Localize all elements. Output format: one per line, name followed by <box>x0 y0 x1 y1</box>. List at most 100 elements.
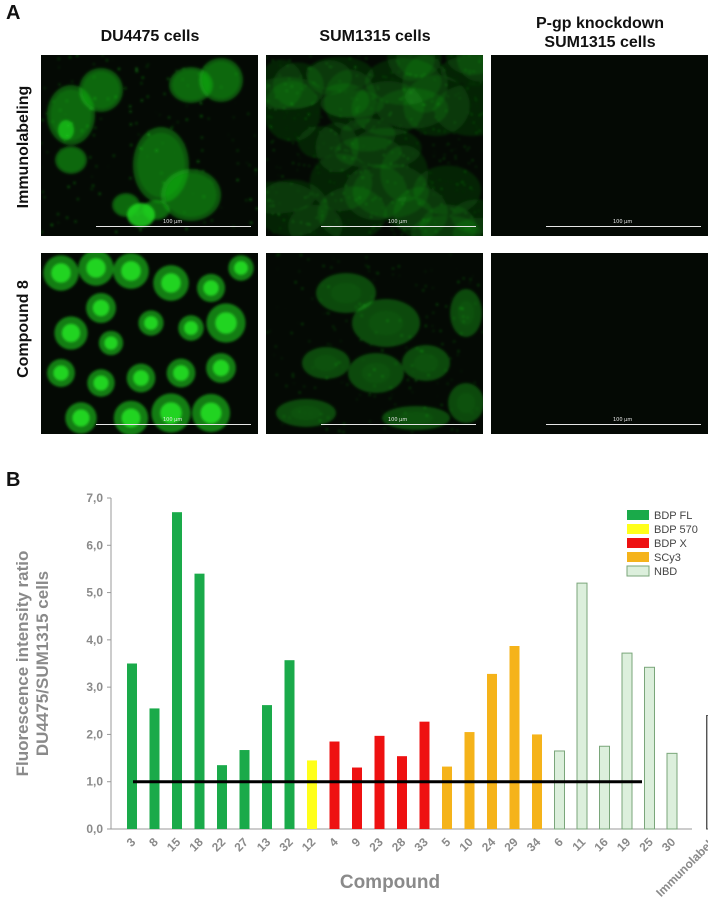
cell-blob <box>418 203 421 205</box>
cell-blob <box>348 57 351 60</box>
cell-blob <box>389 111 392 114</box>
cell-blob <box>445 305 448 308</box>
cell-blob <box>297 213 300 215</box>
cell-blob <box>457 393 475 413</box>
cell-blob <box>402 154 405 157</box>
cell-blob <box>339 90 341 93</box>
cell-blob <box>354 124 356 126</box>
cell-blob <box>372 125 375 128</box>
cell-blob <box>456 164 459 166</box>
cell-blob <box>297 221 299 223</box>
cell-blob <box>351 157 354 160</box>
cell-blob <box>354 65 357 68</box>
bar-chart: 0,0 1,0 2,0 3,0 4,0 5,0 6,0 7,0 3 8 15 18 22 27 13 32 12… <box>13 491 708 900</box>
scale-bar <box>546 226 701 227</box>
cell-blob <box>324 199 327 202</box>
cell-blob <box>454 157 457 160</box>
cell-blob <box>308 138 310 140</box>
cell-blob <box>392 231 395 234</box>
cell-blob <box>351 97 353 100</box>
cell-blob <box>390 393 393 396</box>
cell-blob <box>315 95 317 97</box>
cell-blob <box>67 185 70 189</box>
cell-blob <box>323 232 326 234</box>
cell-blob <box>277 90 280 93</box>
cell-blob <box>283 219 285 221</box>
cell-blob <box>461 229 463 231</box>
cell-blob <box>370 212 373 215</box>
cell-blob <box>73 181 76 185</box>
cell-blob <box>358 196 361 199</box>
micrograph-0-1: 100 µm <box>266 55 483 236</box>
cell-blob <box>346 383 349 386</box>
cell-blob <box>281 423 284 426</box>
cell-blob <box>304 117 307 120</box>
cell-blob <box>394 362 397 365</box>
cell-blob <box>342 192 345 195</box>
cell-blob <box>344 184 347 187</box>
cell-blob <box>404 137 407 140</box>
cell-blob <box>441 352 444 355</box>
cell-blob <box>331 193 334 195</box>
cell-blob <box>63 140 66 143</box>
cell-blob <box>248 164 251 167</box>
cell-blob <box>427 374 430 377</box>
cell-blob <box>384 147 386 150</box>
cell-blob <box>355 98 358 101</box>
bar-28 <box>397 756 407 829</box>
bar-9 <box>352 767 362 829</box>
cell-blob <box>61 323 81 343</box>
cell-blob <box>462 320 465 323</box>
cell-blob <box>469 186 472 189</box>
cell-blob <box>390 77 393 80</box>
cell-blob <box>452 132 455 135</box>
cell-blob <box>256 56 258 58</box>
cell-blob <box>266 331 269 334</box>
cell-blob <box>279 103 282 106</box>
cell-blob <box>58 120 74 140</box>
y-tick-label: 4,0 <box>86 633 103 647</box>
y-axis-title-line: Fluorescence intensity ratio <box>13 551 32 777</box>
cell-blob <box>384 370 386 372</box>
cell-blob <box>58 91 61 95</box>
cell-blob <box>477 284 480 287</box>
cell-blob <box>452 218 483 236</box>
cell-blob <box>284 82 286 85</box>
cell-blob <box>439 329 442 332</box>
cell-blob <box>161 273 181 293</box>
cell-blob <box>117 67 121 71</box>
cell-blob <box>51 263 71 283</box>
bar-33 <box>419 721 430 829</box>
cell-blob <box>139 147 143 150</box>
cell-blob <box>139 228 142 232</box>
cell-blob <box>320 413 323 416</box>
cell-blob <box>58 83 61 86</box>
cell-blob <box>311 103 314 106</box>
cell-blob <box>433 155 435 157</box>
legend-swatch <box>627 510 649 520</box>
cell-blob <box>440 194 443 197</box>
cell-blob <box>319 299 322 302</box>
cell-blob <box>404 131 407 134</box>
cell-blob <box>268 107 271 110</box>
cell-blob <box>307 104 309 107</box>
cell-blob <box>360 150 363 153</box>
cell-blob <box>285 385 288 388</box>
cell-blob <box>268 85 271 87</box>
cell-blob <box>65 99 69 103</box>
cell-blob <box>338 147 341 150</box>
cell-blob <box>383 214 386 217</box>
cell-blob <box>355 398 358 401</box>
cell-blob <box>301 322 304 325</box>
cell-blob <box>374 197 377 200</box>
cell-blob <box>52 100 55 103</box>
cell-blob <box>207 117 210 120</box>
cell-blob <box>234 261 248 275</box>
cell-blob <box>281 206 283 208</box>
cell-blob <box>316 194 319 196</box>
cell-blob <box>363 304 366 307</box>
cell-blob <box>341 184 343 186</box>
cell-blob <box>276 55 278 57</box>
cell-blob <box>272 231 275 234</box>
cell-blob <box>127 203 155 227</box>
